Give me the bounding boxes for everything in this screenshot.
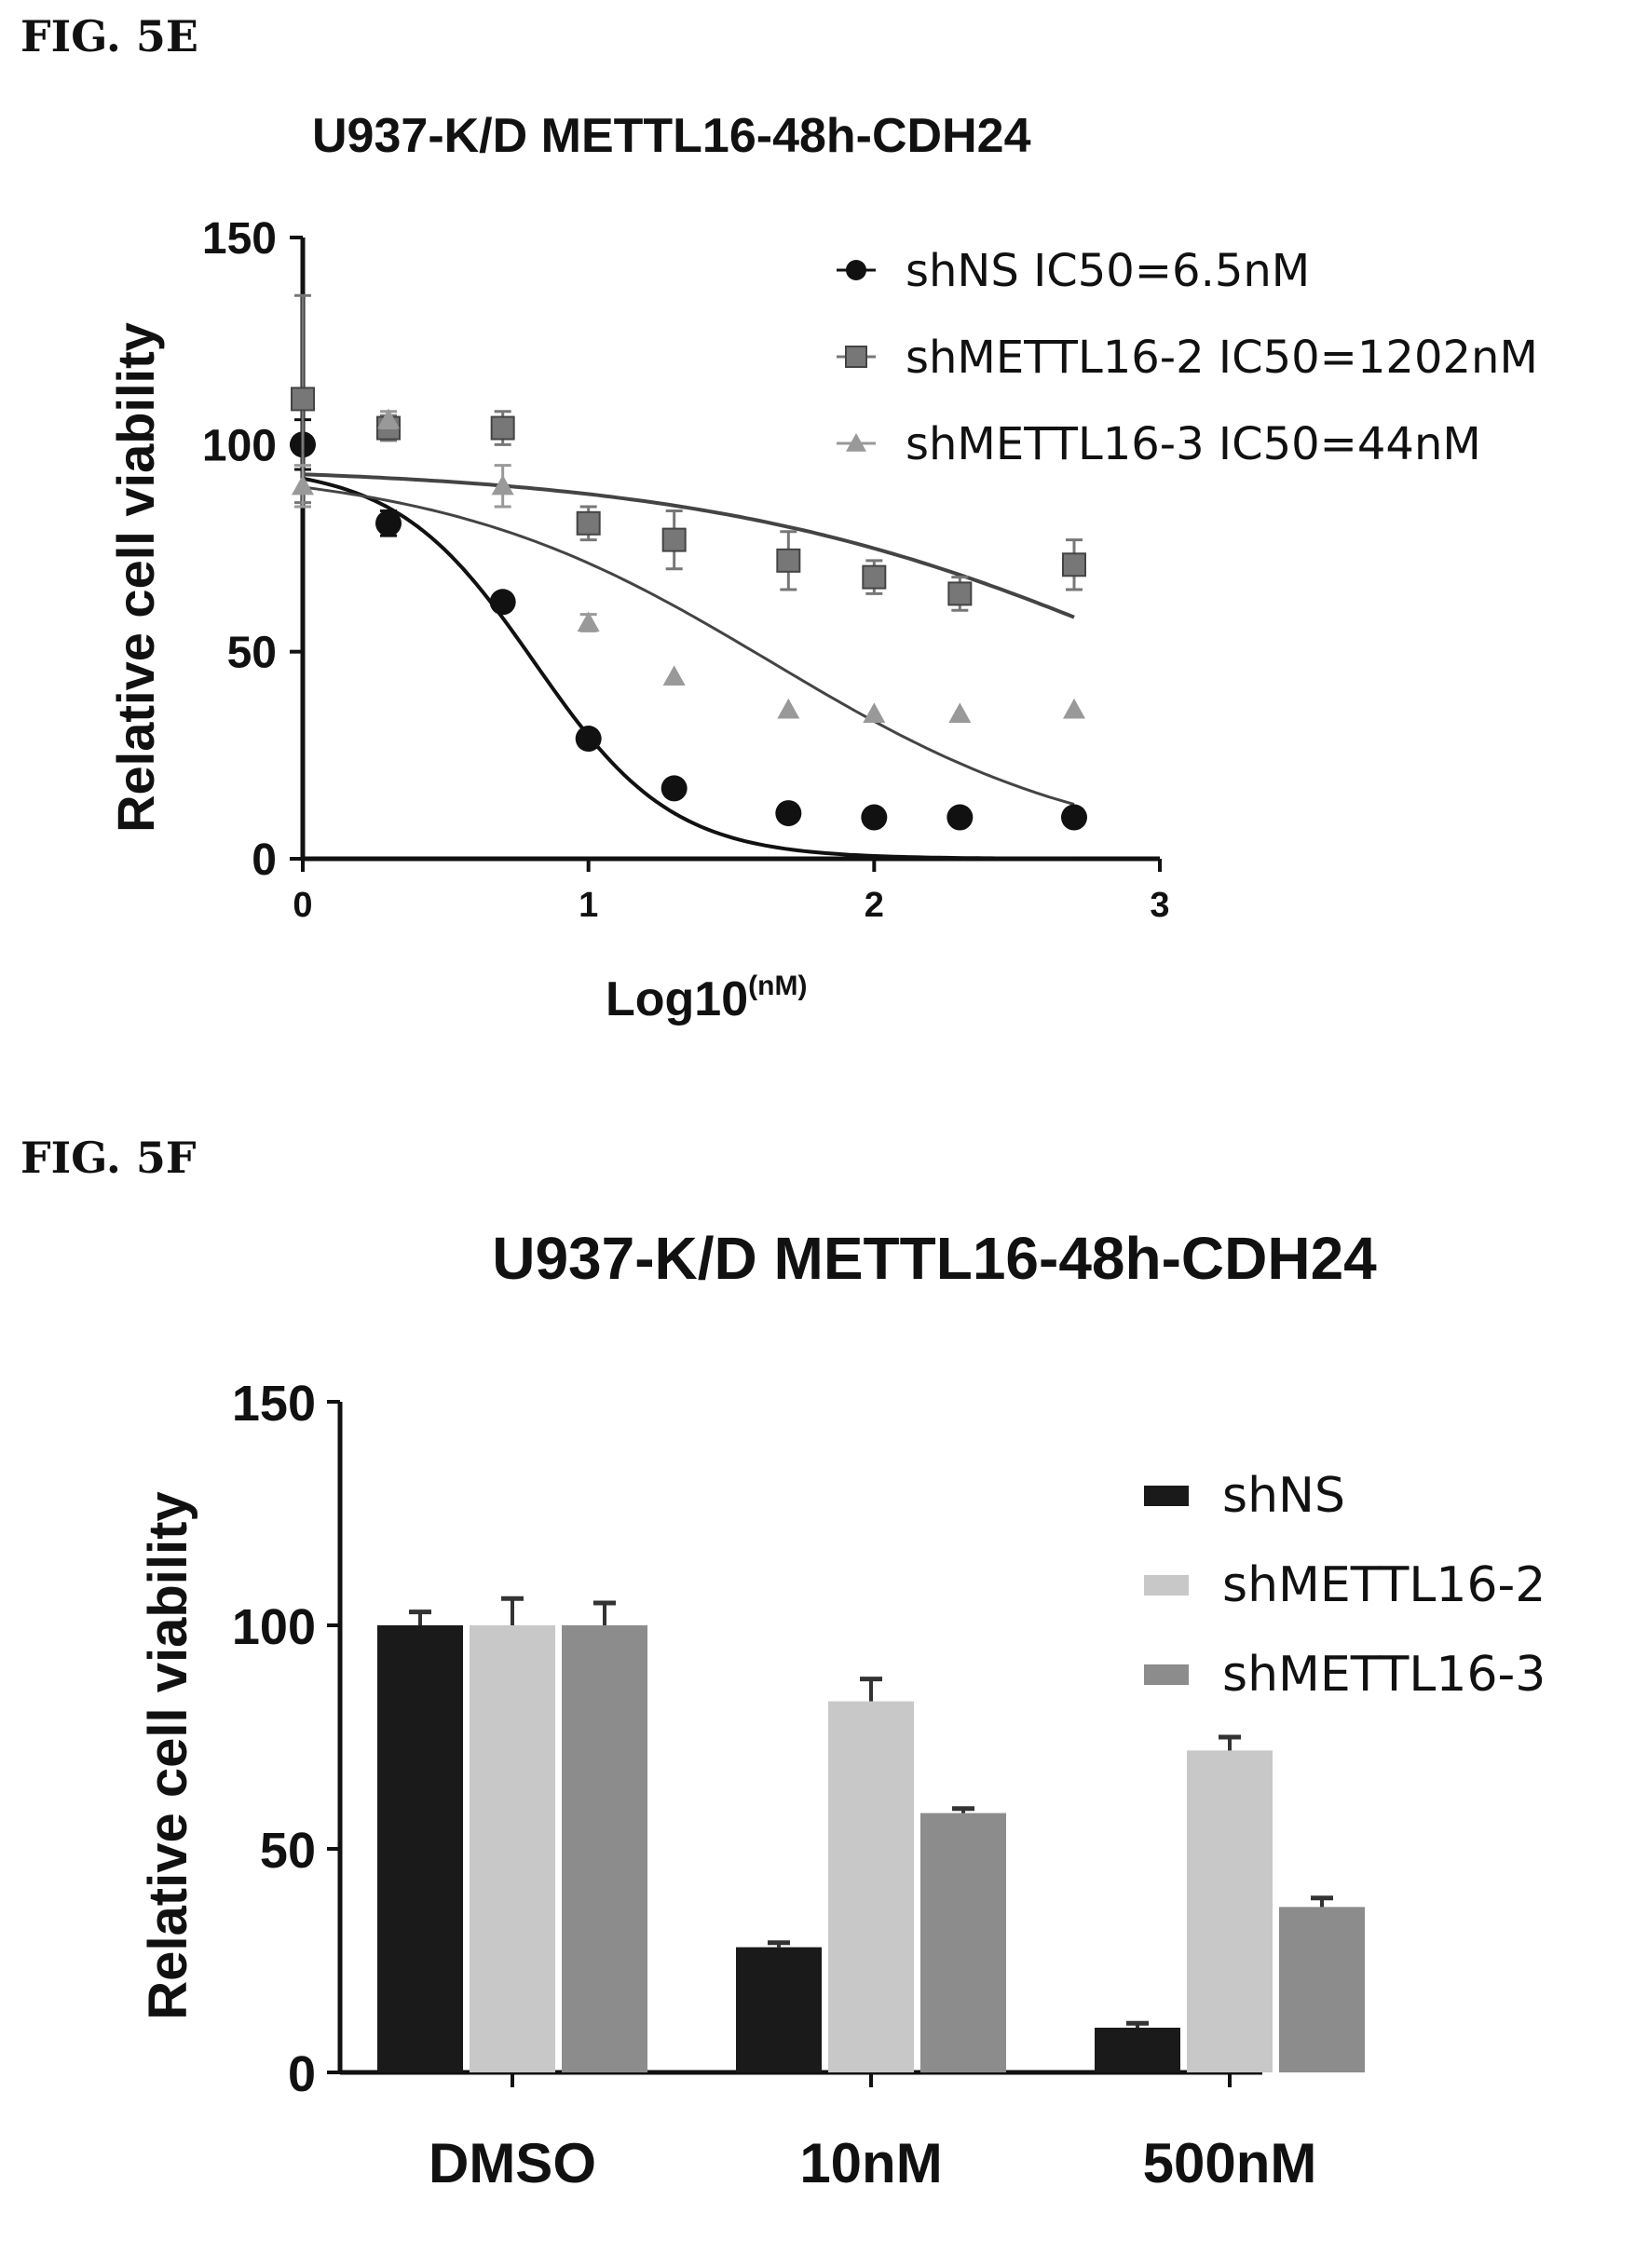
data-point xyxy=(490,415,515,441)
data-point xyxy=(661,527,687,552)
legend-label: shMETTL16-3 xyxy=(1222,1647,1546,1703)
fit-curve xyxy=(302,472,1075,619)
data-point xyxy=(489,589,516,616)
chart-f-ticks: 0 50 100 150 DMSO 10nM 500nM xyxy=(232,1376,1316,2194)
bar xyxy=(562,1625,647,2072)
data-point xyxy=(375,509,402,536)
bar xyxy=(736,1947,822,2072)
data-point xyxy=(776,548,801,573)
data-point xyxy=(1063,698,1085,719)
figure-5e-label: FIG. 5E xyxy=(20,11,198,61)
legend-label: shMETTL16-2 xyxy=(1222,1557,1546,1613)
data-point xyxy=(291,387,315,412)
data-point xyxy=(862,564,887,590)
data-point xyxy=(661,775,688,802)
legend-swatch xyxy=(1144,1486,1189,1506)
legend-label: shNS xyxy=(1222,1468,1345,1524)
data-point xyxy=(863,702,886,723)
data-point xyxy=(777,698,800,719)
chart-e-xlabel-group: Log10(nM) xyxy=(606,971,807,1026)
chart-e-xlabel: Log10 xyxy=(606,972,748,1026)
data-point xyxy=(948,702,972,723)
data-point xyxy=(1062,552,1086,577)
data-point xyxy=(1061,804,1087,831)
data-point xyxy=(947,581,973,606)
y-tick-label: 100 xyxy=(232,1599,316,1655)
dose-response-chart: U937-K/D METTL16-48h-CDH24 Relative cell… xyxy=(106,109,1538,1026)
y-tick-label: 50 xyxy=(260,1823,316,1879)
chart-e-ticks: 0 1 2 3 0 50 100 150 xyxy=(202,214,1170,925)
legend-swatch xyxy=(1144,1575,1189,1596)
figure-5f-label: FIG. 5F xyxy=(20,1133,197,1183)
chart-e-data-points xyxy=(290,293,1087,831)
x-tick-label: 0 xyxy=(293,886,312,925)
x-tick-label: 500nM xyxy=(1143,2132,1317,2194)
fit-curve xyxy=(302,476,1074,861)
bar-chart: U937-K/D METTL16-48h-CDH24 Relative cell… xyxy=(138,1225,1546,2194)
legend-marker xyxy=(846,260,866,280)
legend-label: shNS IC50=6.5nM xyxy=(906,245,1310,297)
x-tick-label: 2 xyxy=(865,886,884,925)
data-point xyxy=(377,408,400,429)
chart-e-legend: shNS IC50=6.5nM shMETTL16-2 IC50=1202nM sh… xyxy=(837,245,1538,470)
chart-f-title: U937-K/D METTL16-48h-CDH24 xyxy=(492,1225,1377,1292)
x-tick-label: 3 xyxy=(1150,886,1169,925)
legend-marker xyxy=(846,433,866,452)
y-tick-label: 50 xyxy=(227,629,277,678)
chart-e-fit-curves xyxy=(302,472,1075,861)
data-point xyxy=(576,510,601,536)
x-tick-label: DMSO xyxy=(429,2132,596,2194)
bar xyxy=(828,1701,914,2072)
legend-label: shMETTL16-3 IC50=44nM xyxy=(906,418,1481,470)
chart-e-title: U937-K/D METTL16-48h-CDH24 xyxy=(312,109,1031,163)
chart-f-ylabel: Relative cell viability xyxy=(138,1491,198,2019)
data-point xyxy=(947,804,974,831)
y-tick-label: 150 xyxy=(202,214,277,264)
legend-marker xyxy=(845,346,867,368)
chart-f-bars xyxy=(377,1596,1365,2072)
data-point xyxy=(775,800,802,827)
data-point xyxy=(292,474,314,496)
bar xyxy=(470,1625,555,2072)
legend-swatch xyxy=(1144,1664,1189,1685)
y-tick-label: 150 xyxy=(232,1376,316,1432)
bar xyxy=(377,1625,463,2072)
bar xyxy=(1095,2028,1180,2072)
data-point xyxy=(491,474,514,496)
fit-curve xyxy=(302,485,1075,807)
data-point xyxy=(577,611,600,632)
data-point xyxy=(575,726,602,753)
legend-label: shMETTL16-2 IC50=1202nM xyxy=(906,332,1538,384)
chart-e-ylabel: Relative cell viability xyxy=(106,322,165,833)
x-tick-label: 10nM xyxy=(799,2132,942,2194)
x-tick-label: 1 xyxy=(579,886,598,925)
bar xyxy=(1187,1750,1273,2072)
y-tick-label: 0 xyxy=(288,2046,316,2102)
y-tick-label: 0 xyxy=(252,835,277,885)
bar xyxy=(920,1813,1006,2072)
chart-f-legend: shNS shMETTL16-2 shMETTL16-3 xyxy=(1144,1468,1546,1703)
data-point xyxy=(861,804,888,831)
chart-e-xlabel-sup: (nM) xyxy=(748,971,807,1001)
bar xyxy=(1279,1907,1365,2072)
data-point xyxy=(662,665,686,686)
y-tick-label: 100 xyxy=(202,421,277,470)
